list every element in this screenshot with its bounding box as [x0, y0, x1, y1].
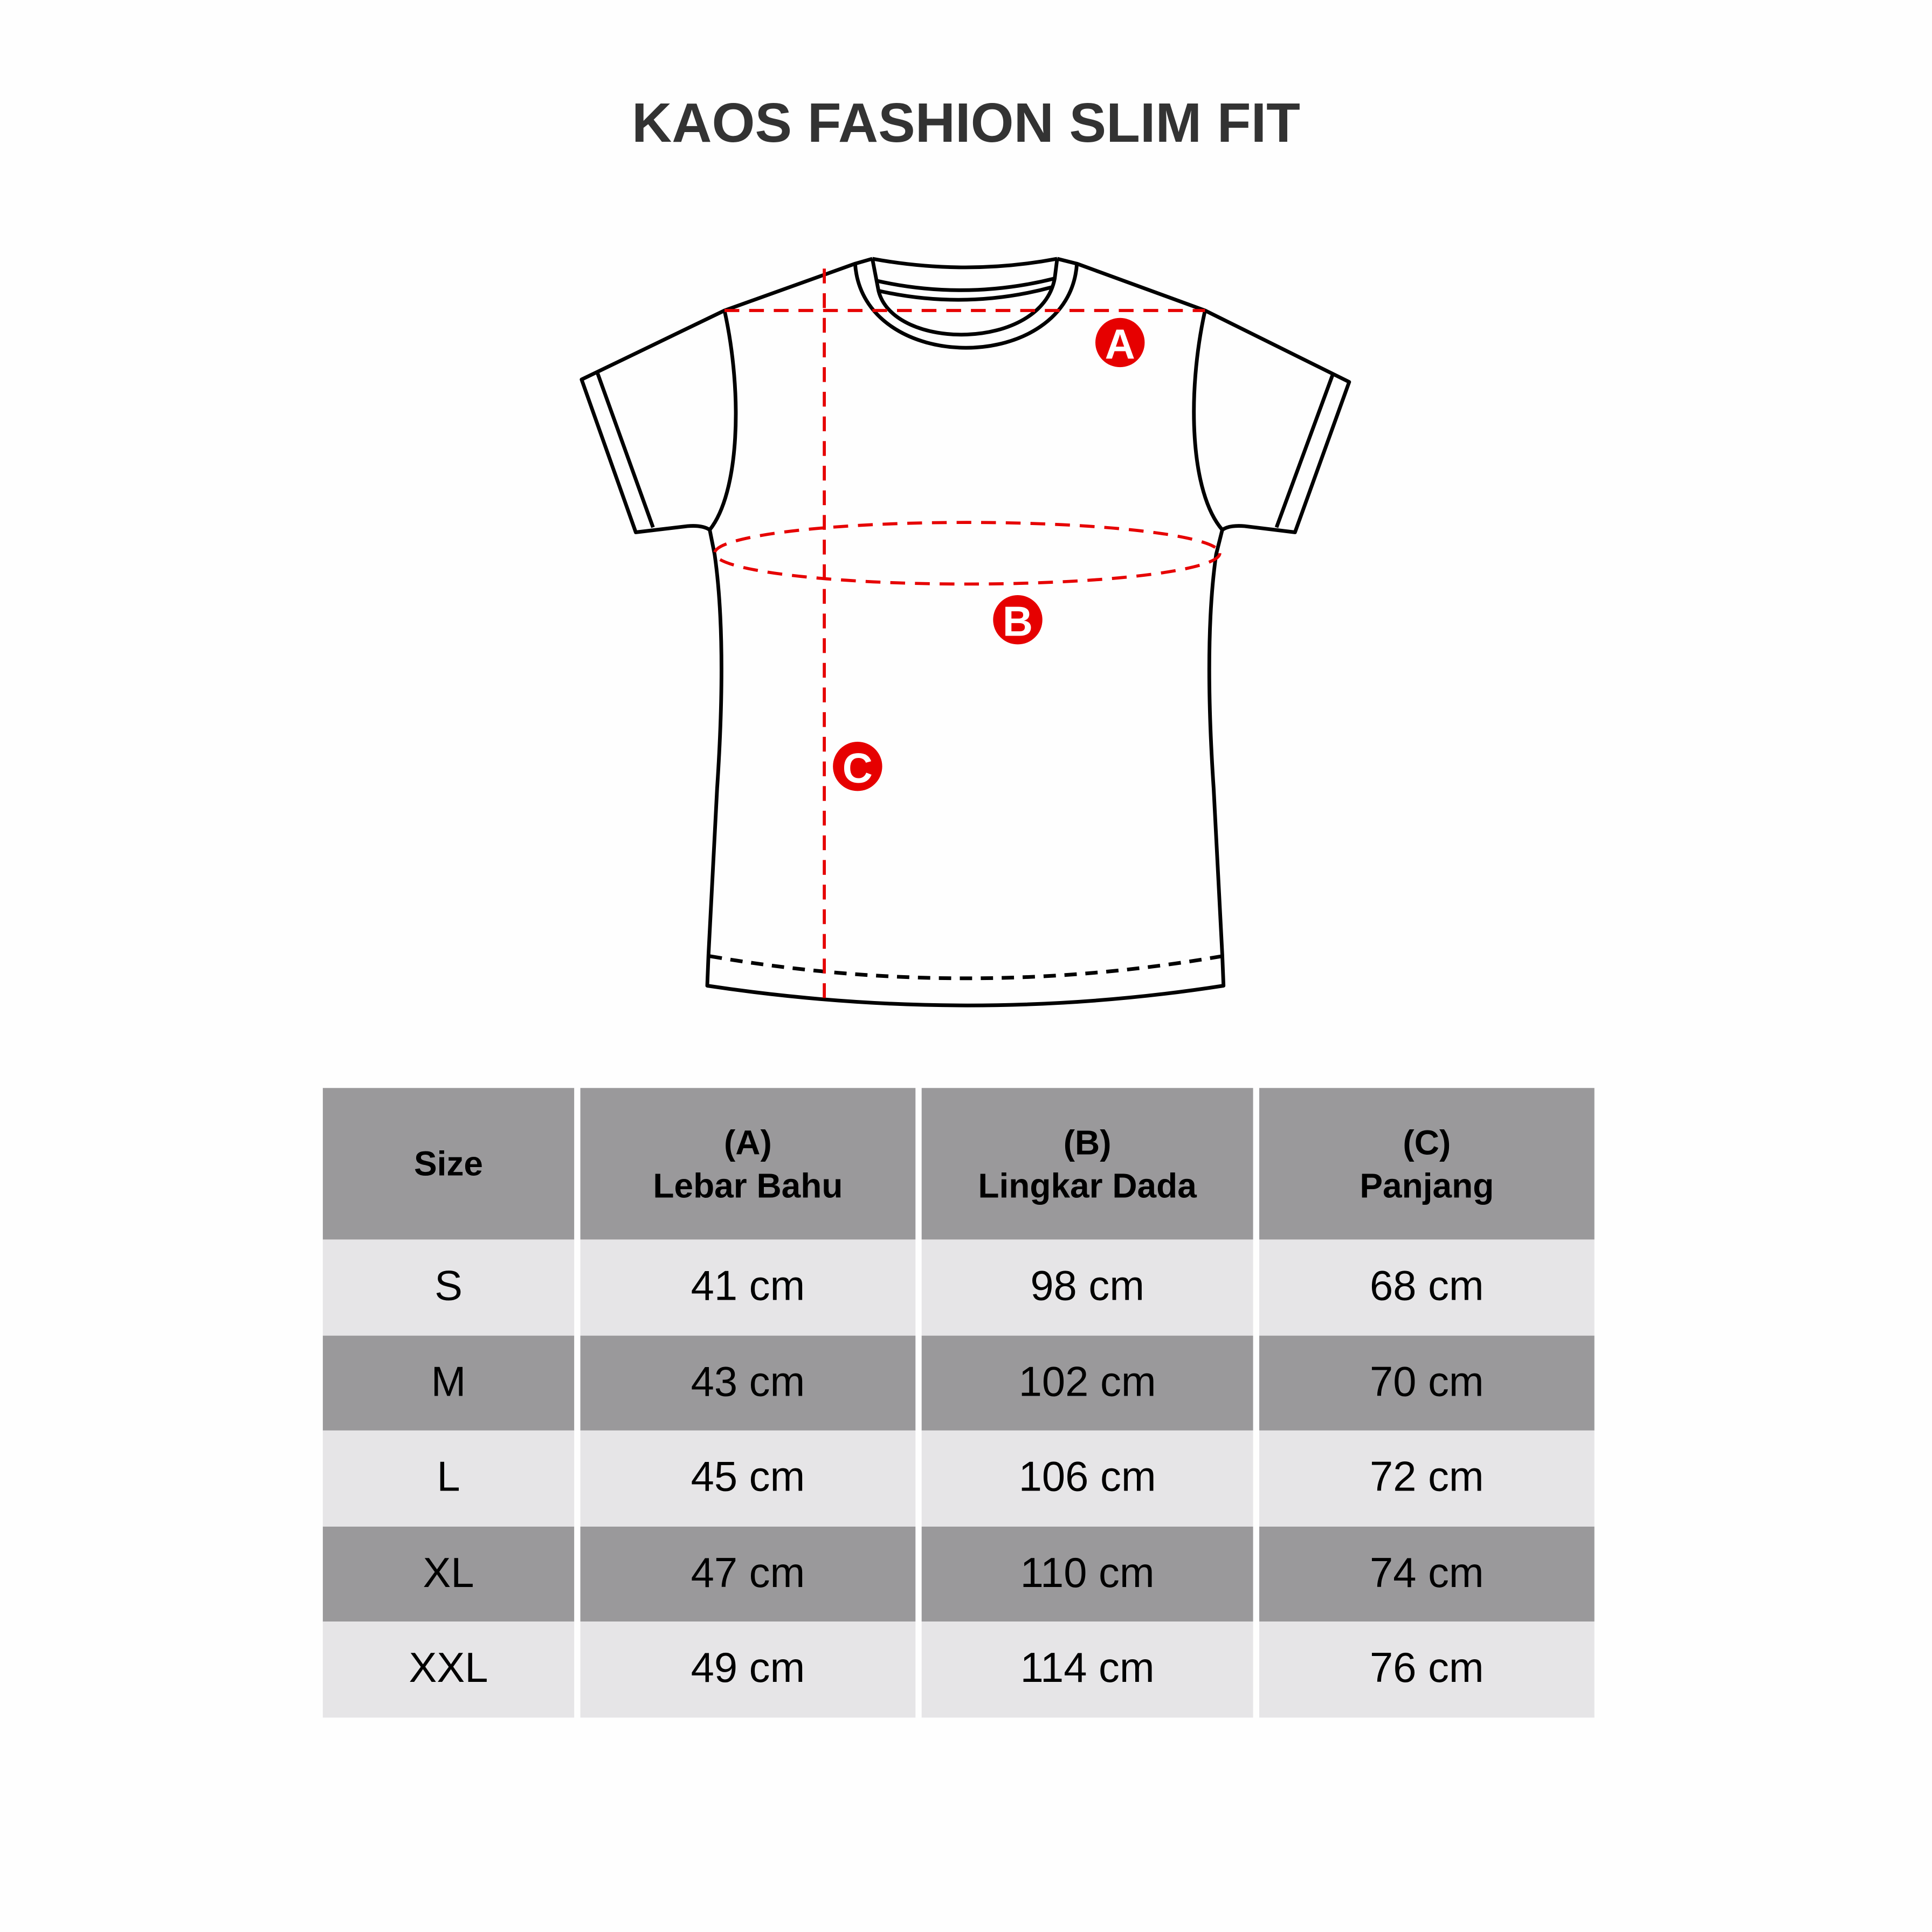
cell-lebar-bahu: 45 cm	[580, 1430, 916, 1526]
cell-lingkar-dada: 102 cm	[921, 1335, 1253, 1431]
tshirt-diagram: A B C	[579, 257, 1351, 1008]
cell-lebar-bahu: 43 cm	[580, 1335, 916, 1431]
marker-b-label: B	[1003, 598, 1033, 645]
cell-lingkar-dada: 110 cm	[921, 1526, 1253, 1622]
cell-size: XL	[322, 1526, 575, 1622]
table-row: XXL 49 cm 114 cm 76 cm	[322, 1621, 1595, 1717]
cell-lingkar-dada: 98 cm	[921, 1239, 1253, 1335]
table-header: Size (A) Lebar Bahu (B) Lingkar Dada (C) Pa…	[322, 1088, 1595, 1240]
measure-line-b	[713, 521, 1222, 586]
marker-b: B	[993, 595, 1043, 645]
page-title: KAOS FASHION SLIM FIT	[631, 91, 1300, 154]
cell-lebar-bahu: 47 cm	[580, 1526, 916, 1622]
tshirt-outline	[579, 257, 1351, 1008]
header-lingkar-dada: (B) Lingkar Dada	[921, 1088, 1253, 1240]
header-lebar-bahu: (A) Lebar Bahu	[580, 1088, 916, 1240]
cell-lingkar-dada: 114 cm	[921, 1621, 1253, 1717]
marker-c: C	[833, 741, 882, 791]
cell-size: XXL	[322, 1621, 575, 1717]
cell-panjang: 70 cm	[1259, 1335, 1595, 1431]
cell-panjang: 68 cm	[1259, 1239, 1595, 1335]
table-row: L 45 cm 106 cm 72 cm	[322, 1430, 1595, 1526]
cell-lingkar-dada: 106 cm	[921, 1430, 1253, 1526]
measure-lines	[713, 268, 1222, 1000]
marker-a: A	[1095, 318, 1145, 368]
table-row: M 43 cm 102 cm 70 cm	[322, 1335, 1595, 1431]
cell-size: L	[322, 1430, 575, 1526]
cell-panjang: 76 cm	[1259, 1621, 1595, 1717]
cell-lebar-bahu: 49 cm	[580, 1621, 916, 1717]
header-panjang: (C) Panjang	[1259, 1088, 1595, 1240]
marker-a-label: A	[1105, 321, 1135, 368]
table-row: XL 47 cm 110 cm 74 cm	[322, 1526, 1595, 1622]
cell-panjang: 74 cm	[1259, 1526, 1595, 1622]
cell-size: M	[322, 1335, 575, 1431]
cell-panjang: 72 cm	[1259, 1430, 1595, 1526]
cell-size: S	[322, 1239, 575, 1335]
cell-lebar-bahu: 41 cm	[580, 1239, 916, 1335]
table-row: S 41 cm 98 cm 68 cm	[322, 1239, 1595, 1335]
marker-c-label: C	[843, 745, 873, 791]
header-size: Size	[322, 1088, 575, 1240]
size-table: Size (A) Lebar Bahu (B) Lingkar Dada (C) Pa…	[316, 1088, 1600, 1717]
